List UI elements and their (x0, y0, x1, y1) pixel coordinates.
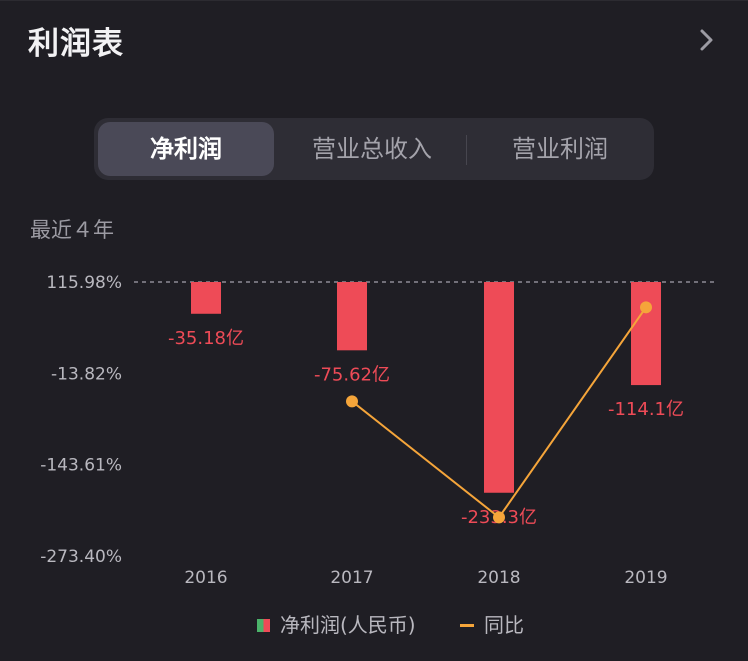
yoy-point (493, 511, 505, 524)
bar (191, 282, 221, 314)
bar (337, 282, 367, 351)
bar-value-label: -75.62亿 (314, 364, 390, 385)
x-tick-label: 2018 (477, 568, 520, 588)
x-tick-label: 2016 (184, 568, 227, 588)
bar-value-label: -114.1亿 (608, 399, 684, 420)
yoy-point (640, 301, 652, 314)
legend-bar-swatch (257, 618, 270, 632)
y-tick-label: -13.82% (51, 364, 122, 384)
top-divider (0, 0, 748, 1)
page-title: 利润表 (28, 26, 124, 62)
tab-total-revenue[interactable]: 营业总收入 (312, 135, 432, 163)
tab-operating-profit[interactable]: 营业利润 (512, 135, 608, 163)
tab-net-profit[interactable]: 净利润 (98, 122, 274, 176)
range-label: 最近４年 (30, 218, 114, 242)
bar (484, 282, 514, 493)
bar (631, 282, 661, 386)
chart-legend: 净利润(人民币) 同比 (0, 610, 748, 640)
legend-line-label: 同比 (484, 613, 524, 637)
bar-value-label: -35.18亿 (168, 328, 244, 349)
tab-divider (466, 135, 467, 165)
legend-item-net-profit[interactable]: 净利润(人民币) (257, 610, 416, 640)
legend-line-swatch (460, 623, 474, 627)
chevron-right-icon[interactable] (696, 26, 718, 54)
yoy-point (346, 395, 358, 408)
y-tick-label: 115.98% (46, 273, 122, 293)
y-tick-label: -273.40% (40, 547, 122, 567)
x-tick-label: 2017 (330, 568, 373, 588)
x-tick-label: 2019 (624, 568, 667, 588)
legend-bar-label: 净利润(人民币) (280, 613, 416, 637)
y-tick-label: -143.61% (40, 456, 122, 476)
legend-item-yoy[interactable]: 同比 (460, 610, 524, 640)
metric-tabs: 净利润 营业总收入 营业利润 (94, 118, 654, 180)
